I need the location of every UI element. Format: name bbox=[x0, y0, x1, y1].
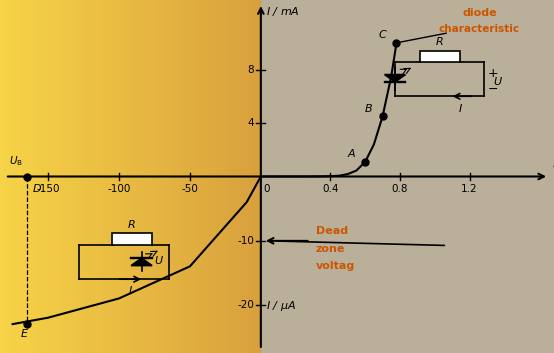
Text: 4: 4 bbox=[247, 118, 254, 128]
Text: diode: diode bbox=[462, 8, 497, 18]
Text: $U$ / V: $U$ / V bbox=[552, 159, 554, 172]
Text: 0.4: 0.4 bbox=[322, 184, 338, 194]
Text: −: − bbox=[488, 83, 498, 96]
Bar bbox=[0, 0, 261, 353]
Text: $R$: $R$ bbox=[127, 218, 136, 230]
Text: characteristic: characteristic bbox=[439, 24, 520, 34]
Text: +: + bbox=[488, 67, 498, 80]
Text: -20: -20 bbox=[237, 300, 254, 310]
Text: -100: -100 bbox=[107, 184, 131, 194]
Text: $U_\mathrm{B}$: $U_\mathrm{B}$ bbox=[9, 154, 23, 168]
Text: zone: zone bbox=[316, 244, 345, 254]
Text: $R$: $R$ bbox=[435, 35, 444, 47]
Text: $I$: $I$ bbox=[458, 102, 463, 114]
Text: -150: -150 bbox=[37, 184, 60, 194]
Bar bbox=[261, 0, 554, 353]
Text: $I$ / μA: $I$ / μA bbox=[266, 299, 296, 313]
Text: $U$: $U$ bbox=[493, 75, 503, 87]
Text: $U$: $U$ bbox=[154, 254, 164, 266]
Text: 1.2: 1.2 bbox=[461, 184, 478, 194]
Polygon shape bbox=[131, 258, 152, 265]
Text: 0: 0 bbox=[264, 184, 270, 194]
Text: D: D bbox=[33, 184, 42, 194]
Text: C: C bbox=[379, 30, 387, 41]
Bar bbox=[112, 233, 152, 245]
Text: Dead: Dead bbox=[316, 226, 347, 236]
Text: E: E bbox=[21, 329, 28, 339]
Text: -10: -10 bbox=[237, 236, 254, 246]
Text: -50: -50 bbox=[182, 184, 198, 194]
Text: B: B bbox=[365, 104, 373, 114]
Polygon shape bbox=[384, 74, 406, 82]
Text: voltag: voltag bbox=[316, 261, 355, 271]
Text: $I$ / mA: $I$ / mA bbox=[266, 5, 300, 18]
Text: $I$: $I$ bbox=[128, 284, 133, 296]
Text: A: A bbox=[347, 149, 355, 160]
Text: 0.8: 0.8 bbox=[392, 184, 408, 194]
Bar bbox=[420, 50, 460, 62]
Text: 8: 8 bbox=[247, 65, 254, 74]
